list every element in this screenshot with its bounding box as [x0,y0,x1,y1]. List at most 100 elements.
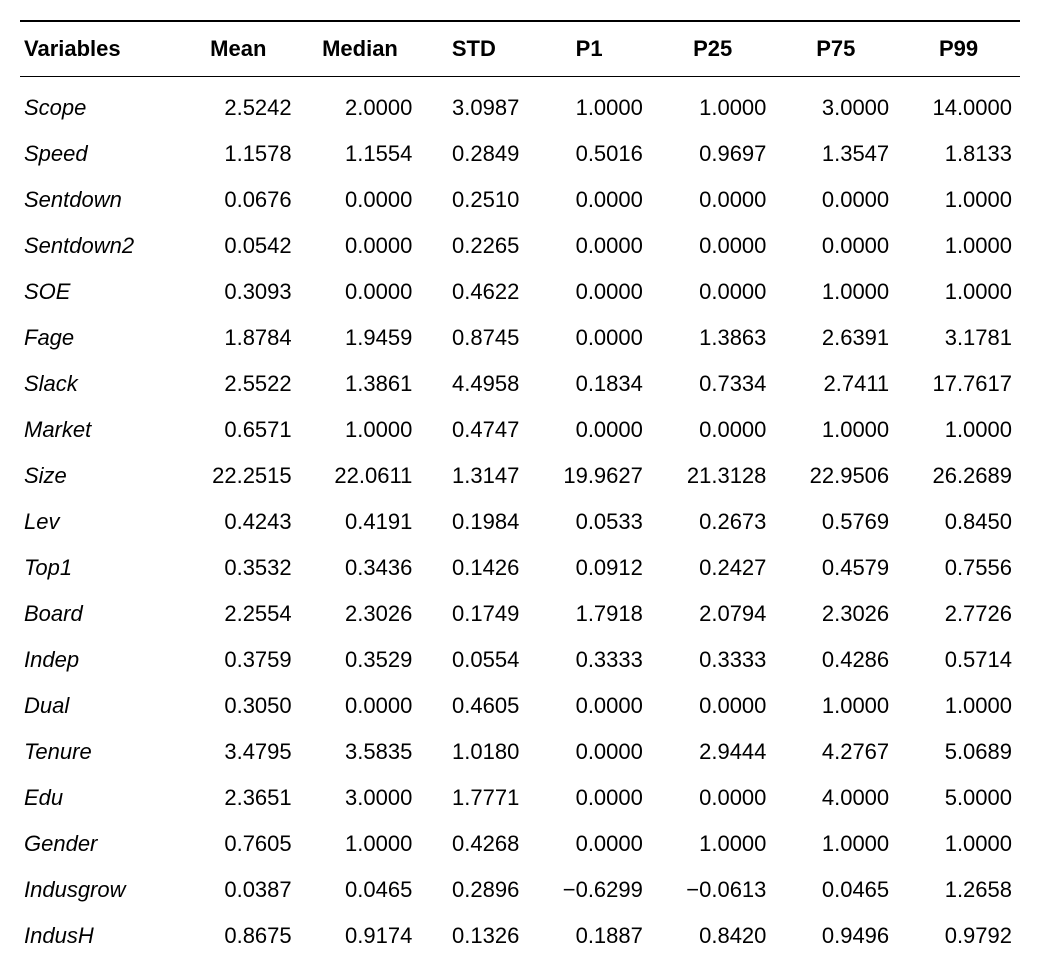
cell-variable: Indusgrow [20,867,177,913]
cell-mean: 3.4795 [177,729,300,775]
cell-p99: 2.7726 [897,591,1020,637]
cell-p99: 1.0000 [897,269,1020,315]
cell-p99: 1.0000 [897,177,1020,223]
cell-std: 1.7771 [420,775,527,821]
cell-median: 0.9174 [300,913,421,959]
cell-p1: 0.0533 [527,499,651,545]
cell-median: 1.0000 [300,407,421,453]
cell-p25: 2.9444 [651,729,775,775]
cell-median: 3.0000 [300,775,421,821]
cell-median: 22.0611 [300,453,421,499]
cell-p25: 0.2673 [651,499,775,545]
table-row: SOE0.30930.00000.46220.00000.00001.00001… [20,269,1020,315]
cell-p99: 3.1781 [897,315,1020,361]
col-p99: P99 [897,21,1020,77]
cell-median: 1.3861 [300,361,421,407]
cell-mean: 0.7605 [177,821,300,867]
cell-mean: 0.3050 [177,683,300,729]
cell-median: 0.0000 [300,683,421,729]
cell-p25: 0.0000 [651,177,775,223]
cell-p75: 0.0000 [774,223,897,269]
cell-std: 0.2896 [420,867,527,913]
cell-variable: Speed [20,131,177,177]
cell-mean: 2.3651 [177,775,300,821]
table-row: Speed1.15781.15540.28490.50160.96971.354… [20,131,1020,177]
cell-std: 0.1984 [420,499,527,545]
cell-mean: 0.4243 [177,499,300,545]
cell-variable: Size [20,453,177,499]
cell-p99: 1.2658 [897,867,1020,913]
cell-p1: 0.0000 [527,407,651,453]
cell-p75: 0.5769 [774,499,897,545]
cell-p1: 0.1834 [527,361,651,407]
col-median: Median [300,21,421,77]
cell-p75: 22.9506 [774,453,897,499]
cell-median: 0.4191 [300,499,421,545]
cell-mean: 0.3759 [177,637,300,683]
cell-p25: 0.0000 [651,269,775,315]
cell-p25: 1.3863 [651,315,775,361]
col-p25: P25 [651,21,775,77]
cell-p1: 0.5016 [527,131,651,177]
cell-p99: 14.0000 [897,77,1020,132]
cell-p75: 1.3547 [774,131,897,177]
cell-std: 0.1426 [420,545,527,591]
cell-median: 2.3026 [300,591,421,637]
cell-std: 1.0180 [420,729,527,775]
table-row: Indusgrow0.03870.04650.2896−0.6299−0.061… [20,867,1020,913]
cell-std: 0.8745 [420,315,527,361]
table-body: Scope2.52422.00003.09871.00001.00003.000… [20,77,1020,960]
table-row: Indep0.37590.35290.05540.33330.33330.428… [20,637,1020,683]
col-variables: Variables [20,21,177,77]
cell-p1: 1.7918 [527,591,651,637]
cell-variable: Indep [20,637,177,683]
cell-mean: 0.0542 [177,223,300,269]
cell-p1: 0.0000 [527,223,651,269]
cell-p25: 0.0000 [651,223,775,269]
cell-median: 3.5835 [300,729,421,775]
table-row: Sentdown20.05420.00000.22650.00000.00000… [20,223,1020,269]
cell-p25: 0.0000 [651,775,775,821]
table-row: Size22.251522.06111.314719.962721.312822… [20,453,1020,499]
cell-median: 2.0000 [300,77,421,132]
cell-mean: 0.3093 [177,269,300,315]
cell-mean: 22.2515 [177,453,300,499]
cell-variable: Scope [20,77,177,132]
stats-table: Variables Mean Median STD P1 P25 P75 P99… [20,20,1020,959]
col-std: STD [420,21,527,77]
cell-std: 0.1326 [420,913,527,959]
cell-p25: −0.0613 [651,867,775,913]
cell-variable: Board [20,591,177,637]
cell-std: 3.0987 [420,77,527,132]
cell-p75: 4.0000 [774,775,897,821]
col-p75: P75 [774,21,897,77]
cell-p1: 0.0000 [527,177,651,223]
cell-p1: 0.0912 [527,545,651,591]
cell-p1: 1.0000 [527,77,651,132]
table-row: Fage1.87841.94590.87450.00001.38632.6391… [20,315,1020,361]
cell-p25: 0.3333 [651,637,775,683]
cell-variable: Lev [20,499,177,545]
cell-std: 0.4268 [420,821,527,867]
cell-p1: 0.0000 [527,683,651,729]
cell-median: 0.0465 [300,867,421,913]
cell-mean: 1.8784 [177,315,300,361]
cell-variable: Market [20,407,177,453]
cell-p99: 26.2689 [897,453,1020,499]
cell-median: 0.0000 [300,177,421,223]
cell-p99: 1.8133 [897,131,1020,177]
table-row: Sentdown0.06760.00000.25100.00000.00000.… [20,177,1020,223]
cell-p99: 5.0689 [897,729,1020,775]
cell-p1: 0.0000 [527,315,651,361]
table-row: Board2.25542.30260.17491.79182.07942.302… [20,591,1020,637]
cell-p99: 1.0000 [897,223,1020,269]
cell-p25: 0.8420 [651,913,775,959]
cell-std: 1.3147 [420,453,527,499]
cell-variable: Sentdown [20,177,177,223]
cell-variable: Edu [20,775,177,821]
cell-p75: 0.0465 [774,867,897,913]
cell-p99: 1.0000 [897,683,1020,729]
cell-p99: 1.0000 [897,821,1020,867]
cell-mean: 1.1578 [177,131,300,177]
cell-variable: Tenure [20,729,177,775]
